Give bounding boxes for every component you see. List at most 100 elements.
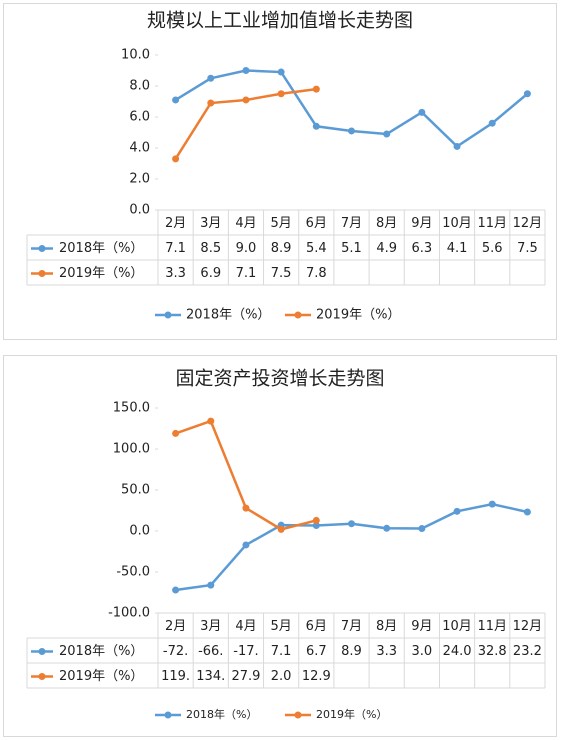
y-tick-label: 0.0 bbox=[129, 524, 150, 539]
x-tick-label: 2月 bbox=[165, 619, 186, 634]
table-cell: 7.1 bbox=[165, 241, 186, 256]
legend-key bbox=[294, 711, 302, 719]
x-tick-label: 7月 bbox=[341, 216, 362, 231]
table-row-label: 2018年（%） bbox=[59, 644, 143, 659]
chart-frame bbox=[3, 3, 557, 340]
y-tick-label: 150.0 bbox=[113, 401, 150, 416]
x-tick-label: 10月 bbox=[442, 216, 472, 231]
table-key bbox=[38, 245, 46, 252]
table-cell: 4.1 bbox=[447, 241, 468, 256]
legend-key bbox=[164, 711, 172, 719]
x-tick-label: 11月 bbox=[477, 619, 507, 634]
table-cell: 32.8 bbox=[478, 644, 507, 659]
legend-label: 2019年（%） bbox=[316, 308, 400, 323]
data-point bbox=[523, 90, 531, 98]
table-cell: 8.9 bbox=[341, 644, 362, 659]
x-tick-label: 12月 bbox=[513, 619, 543, 634]
table-cell: 5.6 bbox=[482, 241, 503, 256]
data-point bbox=[277, 525, 285, 533]
data-point bbox=[348, 520, 355, 528]
table-cell: 4.9 bbox=[376, 241, 397, 256]
x-tick-label: 9月 bbox=[411, 216, 432, 231]
table-cell: 8.9 bbox=[271, 241, 292, 256]
table-cell: 8.5 bbox=[200, 241, 221, 256]
table-cell: 6.9 bbox=[200, 266, 221, 281]
x-tick-label: 7月 bbox=[341, 619, 362, 634]
data-point bbox=[418, 108, 426, 116]
table-cell: -17. bbox=[233, 644, 258, 659]
table-key bbox=[38, 673, 46, 680]
data-point bbox=[418, 525, 426, 533]
data-point bbox=[207, 581, 215, 589]
x-tick-label: 5月 bbox=[270, 216, 291, 231]
table-cell: 5.1 bbox=[341, 241, 362, 256]
data-point bbox=[172, 586, 180, 594]
data-point bbox=[207, 99, 215, 107]
y-tick-label: 4.0 bbox=[129, 141, 150, 156]
data-point bbox=[312, 85, 320, 93]
x-tick-label: 9月 bbox=[411, 619, 432, 634]
legend-label: 2019年（%） bbox=[316, 707, 387, 721]
x-tick-label: 11月 bbox=[477, 216, 507, 231]
x-tick-label: 2月 bbox=[165, 216, 186, 231]
table-cell: 6.3 bbox=[412, 241, 433, 256]
table-cell: 5.4 bbox=[306, 241, 327, 256]
x-tick-label: 6月 bbox=[306, 216, 327, 231]
table-cell: 7.8 bbox=[306, 266, 327, 281]
data-point bbox=[242, 541, 250, 549]
table-key bbox=[38, 270, 46, 277]
y-tick-label: 0.0 bbox=[129, 203, 150, 218]
table-cell: 7.1 bbox=[271, 644, 292, 659]
table-cell: 119. bbox=[161, 669, 190, 684]
x-tick-label: 4月 bbox=[235, 619, 256, 634]
table-cell: 6.7 bbox=[306, 644, 327, 659]
x-tick-label: 3月 bbox=[200, 619, 221, 634]
data-point bbox=[383, 130, 391, 138]
y-tick-label: 2.0 bbox=[129, 172, 150, 187]
data-point bbox=[453, 507, 461, 515]
data-point bbox=[172, 155, 180, 163]
data-point bbox=[488, 500, 496, 508]
x-tick-label: 6月 bbox=[306, 619, 327, 634]
legend-label: 2018年（%） bbox=[186, 707, 257, 721]
x-tick-label: 4月 bbox=[235, 216, 256, 231]
y-tick-label: 6.0 bbox=[129, 110, 150, 125]
table-cell: -66. bbox=[198, 644, 223, 659]
table-cell: 23.2 bbox=[513, 644, 542, 659]
table-cell: 3.3 bbox=[376, 644, 397, 659]
table-cell: 7.1 bbox=[236, 266, 257, 281]
chart-frame bbox=[3, 355, 557, 737]
table-row-label: 2018年（%） bbox=[59, 241, 143, 256]
table-cell: -72. bbox=[163, 644, 188, 659]
chart-title: 固定资产投资增长走势图 bbox=[175, 367, 384, 389]
data-point bbox=[242, 96, 250, 104]
data-point bbox=[523, 508, 531, 516]
x-tick-label: 8月 bbox=[376, 619, 397, 634]
data-point bbox=[207, 74, 215, 82]
y-tick-label: 10.0 bbox=[121, 48, 150, 63]
data-point bbox=[172, 96, 180, 104]
data-point bbox=[453, 142, 461, 150]
table-cell: 9.0 bbox=[236, 241, 257, 256]
chart-title: 规模以上工业增加值增长走势图 bbox=[147, 9, 413, 31]
table-row-label: 2019年（%） bbox=[59, 266, 143, 281]
x-tick-label: 8月 bbox=[376, 216, 397, 231]
table-row-label: 2019年（%） bbox=[59, 669, 143, 684]
table-cell: 3.3 bbox=[165, 266, 186, 281]
y-tick-label: -50.0 bbox=[116, 565, 150, 580]
table-cell: 27.9 bbox=[231, 669, 260, 684]
y-tick-label: 8.0 bbox=[129, 79, 150, 94]
data-point bbox=[207, 417, 215, 425]
table-cell: 7.5 bbox=[517, 241, 538, 256]
table-key bbox=[38, 648, 46, 655]
x-tick-label: 12月 bbox=[513, 216, 543, 231]
table-cell: 3.0 bbox=[412, 644, 433, 659]
data-point bbox=[242, 67, 250, 74]
data-point bbox=[172, 429, 180, 437]
table-cell: 134. bbox=[196, 669, 225, 684]
data-point bbox=[312, 516, 320, 524]
table-cell: 24.0 bbox=[443, 644, 472, 659]
legend-key bbox=[294, 311, 302, 319]
data-point bbox=[277, 90, 285, 98]
